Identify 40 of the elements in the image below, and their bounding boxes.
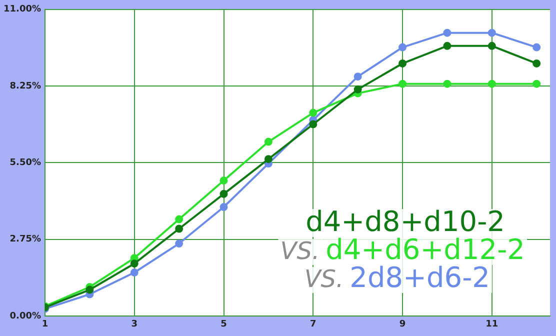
point	[488, 42, 496, 50]
annotation: VS.	[304, 265, 344, 293]
point	[220, 190, 228, 198]
x-tick-label: 11	[486, 320, 498, 330]
point	[443, 80, 452, 88]
y-tick-label: 0.00%	[10, 311, 41, 322]
point	[398, 43, 407, 52]
point	[354, 85, 362, 94]
point	[532, 43, 541, 52]
y-tick-label: 11.00%	[4, 4, 41, 15]
point	[175, 240, 184, 248]
point	[532, 59, 541, 68]
point	[488, 28, 496, 37]
point	[220, 176, 228, 185]
point	[443, 42, 452, 50]
y-tick-label: 8.25%	[10, 81, 41, 92]
point	[488, 80, 496, 88]
annotation: VS.	[280, 237, 320, 265]
point	[220, 203, 228, 212]
point	[175, 224, 184, 233]
point	[264, 155, 272, 164]
point	[309, 108, 318, 117]
point	[86, 286, 94, 294]
point	[175, 215, 184, 224]
point	[398, 80, 407, 88]
x-tick-label: 5	[220, 320, 227, 330]
x-tick-label: 3	[131, 320, 138, 330]
y-tick-label: 5.50%	[10, 158, 41, 168]
point	[443, 28, 452, 37]
point	[264, 138, 272, 146]
x-tick-label: 9	[399, 320, 406, 330]
y-tick-label: 2.75%	[10, 234, 41, 245]
point	[130, 268, 138, 277]
x-tick-label: 7	[310, 320, 316, 330]
point	[532, 80, 541, 88]
point	[398, 59, 407, 68]
x-tick-label: 1	[42, 320, 48, 330]
point	[309, 120, 318, 128]
point	[354, 72, 362, 81]
point	[130, 260, 138, 268]
